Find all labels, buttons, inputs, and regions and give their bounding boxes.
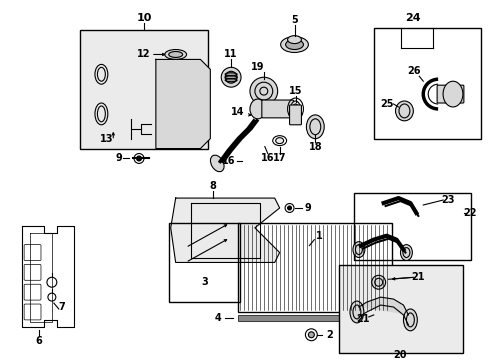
Text: 1: 1 [315,231,322,241]
FancyBboxPatch shape [261,100,293,118]
Text: 13: 13 [100,134,113,144]
Ellipse shape [280,37,308,53]
Ellipse shape [287,36,301,44]
Ellipse shape [285,40,303,50]
Text: 5: 5 [290,15,297,25]
Bar [80,30,208,149]
Text: 17: 17 [272,153,286,163]
Bar [238,315,391,321]
Text: 11: 11 [224,49,237,59]
Bar [168,223,240,302]
Ellipse shape [210,155,224,172]
Ellipse shape [249,99,265,119]
Text: 4: 4 [214,313,221,323]
Text: 25: 25 [379,99,392,109]
Ellipse shape [442,81,462,107]
Ellipse shape [95,103,108,125]
Text: 18: 18 [308,141,322,152]
Text: 7: 7 [58,302,65,312]
Text: 19: 19 [251,62,264,72]
Text: 15: 15 [288,86,302,96]
Circle shape [249,77,277,105]
Ellipse shape [290,101,300,117]
FancyBboxPatch shape [436,85,463,103]
Ellipse shape [161,139,174,149]
Ellipse shape [403,309,416,331]
Text: 6: 6 [36,336,42,346]
Text: 21: 21 [411,272,424,282]
Ellipse shape [168,51,182,58]
Circle shape [136,156,141,161]
Bar [338,265,462,352]
Circle shape [287,206,291,210]
Ellipse shape [349,301,363,323]
Polygon shape [170,198,279,262]
Polygon shape [358,297,407,315]
Text: 9: 9 [304,203,310,213]
Text: 20: 20 [393,350,407,360]
Text: 8: 8 [209,181,216,191]
Circle shape [259,87,267,95]
Text: 10: 10 [136,13,151,23]
Bar [353,193,470,261]
Text: 23: 23 [440,195,454,205]
Circle shape [308,332,314,338]
Polygon shape [156,59,210,149]
FancyBboxPatch shape [289,105,301,125]
Circle shape [221,67,241,87]
Text: 22: 22 [462,208,476,218]
Text: 16: 16 [222,157,235,166]
Ellipse shape [352,242,364,257]
Circle shape [371,275,385,289]
Ellipse shape [275,138,283,144]
Bar [238,223,391,312]
Text: 26: 26 [407,66,420,76]
Ellipse shape [95,64,108,84]
Circle shape [225,71,237,83]
Text: 21: 21 [355,314,369,324]
Text: 16: 16 [261,153,274,163]
Text: 9: 9 [116,153,122,163]
Text: 12: 12 [137,49,150,59]
Ellipse shape [400,245,411,261]
Text: 24: 24 [405,13,420,23]
Ellipse shape [395,101,412,121]
Text: 3: 3 [201,277,207,287]
Text: 14: 14 [231,107,244,117]
Text: 2: 2 [325,330,332,340]
Ellipse shape [306,115,324,139]
Ellipse shape [164,50,186,59]
Bar [373,28,480,139]
